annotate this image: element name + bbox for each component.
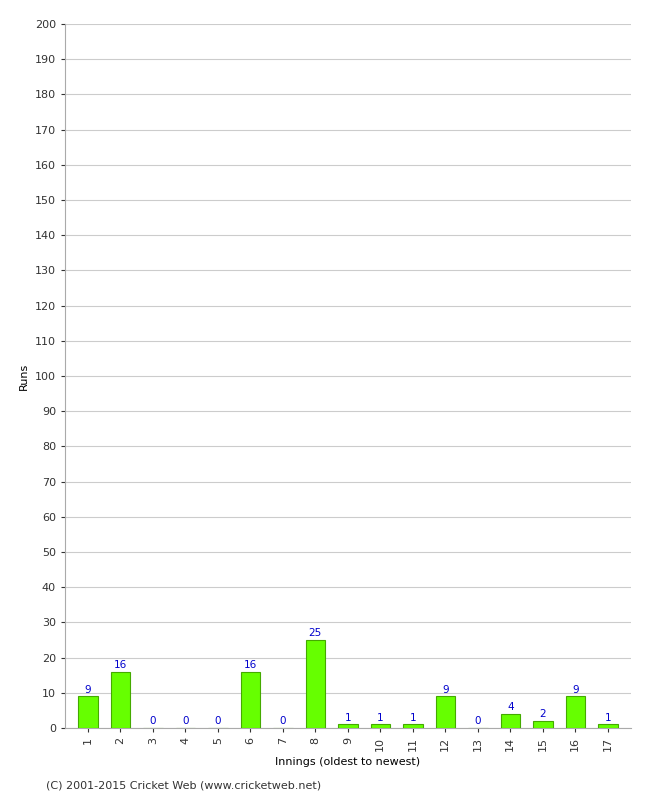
Text: 0: 0 — [474, 716, 481, 726]
Text: 0: 0 — [214, 716, 221, 726]
Text: 16: 16 — [244, 660, 257, 670]
Text: 16: 16 — [114, 660, 127, 670]
Bar — [338, 725, 358, 728]
Text: 9: 9 — [84, 685, 91, 694]
Text: 9: 9 — [442, 685, 448, 694]
Text: (C) 2001-2015 Cricket Web (www.cricketweb.net): (C) 2001-2015 Cricket Web (www.cricketwe… — [46, 781, 320, 790]
Bar — [111, 672, 130, 728]
Text: 0: 0 — [182, 716, 188, 726]
Bar — [403, 725, 422, 728]
X-axis label: Innings (oldest to newest): Innings (oldest to newest) — [275, 757, 421, 766]
Text: 0: 0 — [150, 716, 156, 726]
Bar — [500, 714, 520, 728]
Bar — [240, 672, 260, 728]
Text: 1: 1 — [410, 713, 416, 722]
Text: 1: 1 — [377, 713, 384, 722]
Bar — [370, 725, 390, 728]
Bar — [436, 696, 455, 728]
Text: 4: 4 — [507, 702, 514, 712]
Bar — [306, 640, 325, 728]
Bar — [78, 696, 98, 728]
Text: 25: 25 — [309, 628, 322, 638]
Bar — [598, 725, 618, 728]
Text: 2: 2 — [540, 710, 546, 719]
Text: 0: 0 — [280, 716, 286, 726]
Y-axis label: Runs: Runs — [20, 362, 29, 390]
Bar — [533, 721, 552, 728]
Bar — [566, 696, 585, 728]
Text: 1: 1 — [344, 713, 351, 722]
Text: 9: 9 — [572, 685, 578, 694]
Text: 1: 1 — [604, 713, 611, 722]
